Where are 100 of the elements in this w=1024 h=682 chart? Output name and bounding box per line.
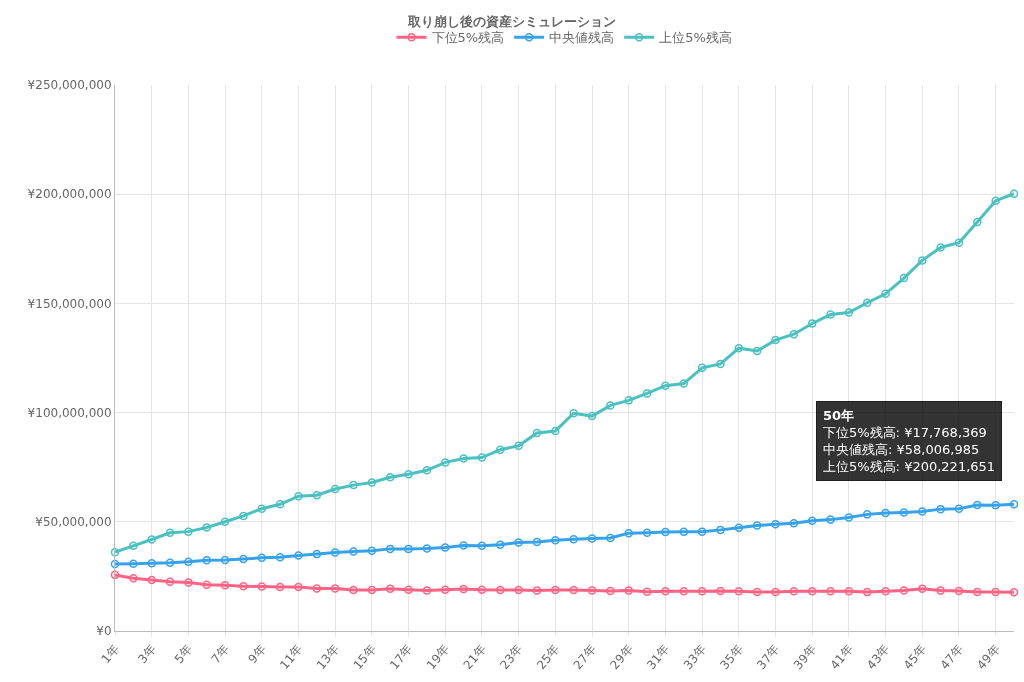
point: [367, 585, 377, 595]
point: [165, 528, 175, 537]
point: [165, 577, 175, 587]
point: [899, 508, 909, 517]
legend-label: 中央値残高: [549, 30, 615, 46]
x-tick-label: 47年: [937, 642, 966, 673]
point: [275, 552, 285, 562]
point: [752, 346, 762, 356]
point: [771, 335, 780, 345]
point: [734, 587, 744, 596]
point: [569, 535, 578, 544]
point: [220, 581, 230, 590]
point: [349, 585, 358, 595]
point: [697, 587, 707, 596]
point: [184, 557, 193, 567]
point: [991, 587, 1000, 597]
point: [899, 273, 909, 283]
x-tick-label: 41年: [827, 642, 856, 673]
point: [147, 559, 156, 568]
point: [257, 582, 267, 591]
point: [496, 585, 505, 595]
point: [807, 516, 817, 525]
x-tick-label: 19年: [423, 642, 453, 673]
legend-label: 上位5%残高: [659, 30, 732, 46]
point: [844, 308, 854, 317]
point: [587, 586, 597, 595]
point: [697, 527, 707, 536]
point: [110, 559, 120, 569]
annotation: 上位5%残高: ¥200,221,651: [823, 458, 996, 474]
point: [275, 582, 285, 592]
x-tick-label: 25年: [533, 642, 563, 673]
point: [330, 548, 340, 557]
x-tick-label: 5年: [171, 642, 196, 667]
point: [679, 379, 689, 388]
point: [844, 513, 854, 522]
point: [1009, 587, 1019, 597]
point: [459, 454, 468, 463]
point: [661, 527, 670, 537]
point: [459, 584, 468, 594]
point: [642, 587, 652, 596]
point: [385, 473, 395, 482]
point: [477, 453, 487, 462]
x-tick-label: 43年: [864, 642, 893, 673]
point: [422, 466, 432, 475]
point: [569, 409, 578, 418]
point: [789, 329, 799, 339]
point: [532, 428, 542, 438]
point: [294, 551, 303, 560]
point: [349, 480, 358, 490]
point: [330, 584, 340, 593]
point: [789, 519, 799, 528]
point: [294, 582, 303, 592]
y-tick-label: ¥0: [96, 624, 112, 639]
point: [844, 587, 854, 596]
point: [459, 541, 468, 550]
x-tick-label: 23年: [497, 642, 526, 673]
point: [752, 587, 762, 597]
point: [862, 510, 872, 519]
point: [477, 541, 487, 551]
point: [606, 533, 615, 543]
point: [257, 553, 267, 563]
point: [936, 504, 945, 514]
point: [312, 549, 322, 559]
point: [532, 586, 542, 595]
point: [312, 490, 322, 500]
annotation: 中央値残高: ¥58,006,985: [823, 441, 980, 457]
point: [312, 584, 322, 593]
point: [440, 585, 450, 594]
point: [440, 543, 450, 552]
point: [881, 289, 890, 299]
point: [551, 426, 560, 436]
point: [110, 547, 120, 557]
point: [606, 586, 615, 596]
point: [918, 256, 927, 265]
x-tick-label: 29年: [607, 642, 636, 673]
point: [239, 581, 248, 591]
point: [569, 585, 578, 595]
point: [661, 381, 670, 390]
point: [349, 547, 358, 556]
x-tick-label: 7年: [208, 642, 232, 667]
point: [385, 584, 395, 594]
point: [973, 217, 982, 227]
x-tick-label: 13年: [313, 642, 343, 673]
y-tick-label: ¥150,000,000: [27, 296, 112, 311]
x-tick-label: 37年: [754, 642, 783, 673]
point: [202, 523, 211, 532]
point: [826, 587, 835, 596]
point: [624, 528, 633, 538]
point: [404, 469, 413, 479]
x-tick-label: 45年: [900, 642, 930, 673]
point: [147, 535, 156, 544]
point: [477, 585, 487, 594]
point: [697, 363, 707, 373]
point: [862, 587, 872, 597]
point: [807, 587, 817, 596]
x-tick-label: 39年: [790, 642, 820, 673]
point: [551, 585, 560, 595]
point: [514, 441, 523, 451]
point: [624, 586, 633, 595]
x-tick-label: 21年: [460, 642, 489, 673]
